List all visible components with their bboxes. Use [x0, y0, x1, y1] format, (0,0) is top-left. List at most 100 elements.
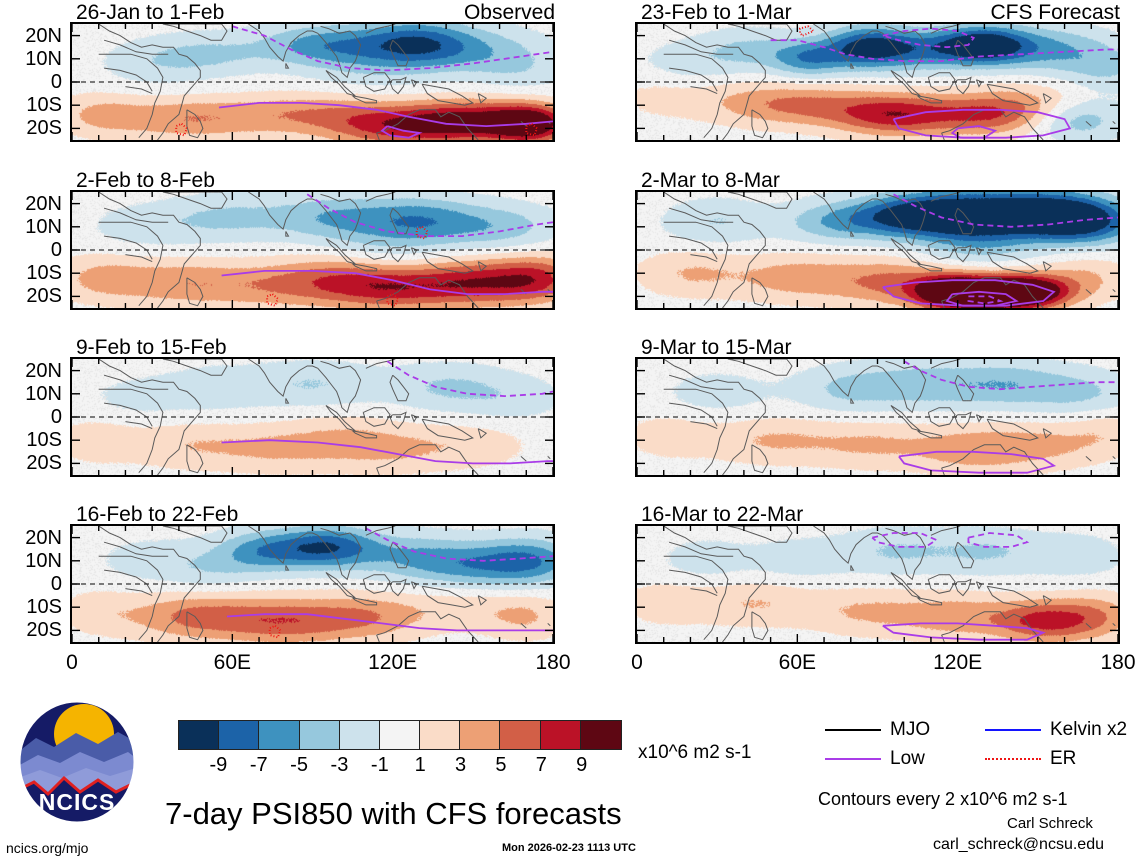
map-overlay-6: [637, 359, 1118, 475]
panel-title-3: 16-Feb to 22-Feb: [76, 503, 239, 526]
legend-item-mjo: MJO: [825, 719, 930, 741]
y-axis-label: 0: [50, 71, 62, 93]
colorbar-tick-label: -5: [290, 754, 308, 776]
y-axis-label: 10N: [25, 549, 62, 572]
axis-ticks-4: [637, 24, 1118, 140]
contour-interval-note: Contours every 2 x10^6 m2 s-1: [818, 789, 1068, 809]
y-axis-label: 10S: [26, 596, 62, 619]
colorbar-cell-2: [259, 721, 300, 749]
legend-swatch: [825, 729, 881, 731]
colorbar-cell-4: [339, 721, 380, 749]
legend-label: Low: [890, 748, 925, 769]
panel-title-2: 9-Feb to 15-Feb: [76, 336, 227, 359]
coastlines-7: [663, 526, 1116, 642]
colorbar-cell-1: [219, 721, 260, 749]
contour-er-1-3: [386, 293, 400, 307]
legend-label: MJO: [890, 719, 931, 740]
contour-low-5-3: [967, 295, 1004, 305]
map-panel-2: [70, 357, 555, 477]
map-panel-3: [70, 524, 555, 644]
legend-label: Kelvin x2: [1050, 719, 1128, 740]
contour-low-0-2: [380, 125, 423, 139]
colorbar-cell-8: [500, 721, 541, 749]
y-axis-label: 10N: [25, 47, 62, 70]
legend-swatch: [825, 758, 881, 760]
contour-low-0-0: [232, 25, 553, 72]
contour-low-1-1: [221, 270, 553, 295]
axis-ticks-7: [637, 526, 1118, 642]
panel-title-1: 2-Feb to 8-Feb: [76, 169, 215, 192]
legend-item-er: ER: [985, 748, 1076, 770]
colorbar-tick-label: 1: [414, 754, 426, 776]
x-axis-label: 120E: [368, 651, 418, 674]
coastlines-4: [663, 24, 1116, 140]
contour-low-4-0: [770, 39, 1118, 62]
y-axis-label: 20N: [25, 24, 62, 47]
axis-ticks-1: [72, 192, 553, 308]
ncics-logo-graphic: NCICS: [19, 701, 135, 823]
contour-low-3-0: [365, 527, 553, 562]
map-overlay-5: [637, 192, 1118, 308]
y-axis-label: 0: [50, 573, 62, 595]
contour-low-2-1: [221, 439, 553, 465]
colorbar-cell-3: [299, 721, 340, 749]
y-axis-label: 10S: [26, 94, 62, 117]
contour-low-6-0: [903, 360, 1118, 391]
map-overlay-0: [72, 24, 553, 140]
y-axis-label: 20N: [25, 359, 62, 382]
x-axis-label: 60E: [778, 651, 817, 674]
x-axis-label: 180: [1100, 651, 1135, 674]
coastlines-6: [663, 359, 1116, 475]
colorbar-tick-label: -7: [249, 754, 268, 776]
colorbar-cell-9: [540, 721, 581, 749]
y-axis-label: 20N: [25, 526, 62, 549]
contour-er-3-2: [268, 624, 282, 639]
legend-item-low: Low: [825, 748, 925, 770]
contour-low-1-0: [306, 193, 553, 237]
axis-ticks-5: [637, 192, 1118, 308]
axis-ticks-2: [72, 359, 553, 475]
colorbar-tick-label: -3: [330, 754, 349, 776]
y-axis-label: 10N: [25, 215, 62, 238]
y-axis-label: 20S: [26, 619, 62, 642]
contour-er-1-4: [415, 225, 429, 240]
coastlines-3: [98, 526, 551, 642]
map-overlay-4: [637, 24, 1118, 140]
colorbar-tick-label: 5: [495, 754, 507, 776]
coastlines-2: [98, 359, 551, 475]
author-name: Carl Schreck: [1007, 815, 1093, 832]
y-axis-label: 20S: [26, 285, 62, 308]
panel-title-0: 26-Jan to 1-Feb: [76, 1, 225, 24]
contour-low-6-1: [898, 450, 1057, 474]
colorbar-cell-6: [420, 721, 461, 749]
contour-er-4-4: [799, 25, 816, 37]
coastlines-5: [663, 192, 1116, 308]
y-axis-label: 20S: [26, 117, 62, 140]
author-email: carl_schreck@ncsu.edu: [933, 836, 1104, 853]
colorbar-cell-5: [379, 721, 421, 749]
map-overlay-2: [72, 359, 553, 475]
contour-low-3-1: [226, 613, 553, 632]
generation-timestamp: Mon 2026-02-23 1113 UTC: [502, 842, 636, 854]
map-overlay-7: [637, 526, 1118, 642]
panel-title-5: 2-Mar to 8-Mar: [641, 169, 780, 192]
colorbar-tick-label: -9: [209, 754, 228, 776]
contour-er-0-4: [525, 122, 539, 137]
colorbar-tick-label: 7: [535, 754, 547, 776]
colorbar: [178, 720, 622, 750]
panel-title-4: 23-Feb to 1-Mar: [641, 1, 792, 24]
map-panel-7: [635, 524, 1120, 644]
y-axis-label: 10N: [25, 382, 62, 405]
axis-ticks-3: [72, 526, 553, 642]
contour-er-1-2: [266, 293, 279, 307]
map-overlay-1: [72, 192, 553, 308]
colorbar-tick-label: 3: [454, 754, 467, 776]
x-axis-label: 180: [535, 651, 571, 674]
x-axis-label: 0: [66, 651, 78, 674]
legend-label: ER: [1050, 748, 1077, 769]
site-url[interactable]: ncics.org/mjo: [6, 840, 89, 856]
ncics-logo: NCICS: [18, 700, 136, 825]
y-axis-label: 20N: [25, 192, 62, 215]
y-axis-label: 10S: [26, 429, 62, 452]
